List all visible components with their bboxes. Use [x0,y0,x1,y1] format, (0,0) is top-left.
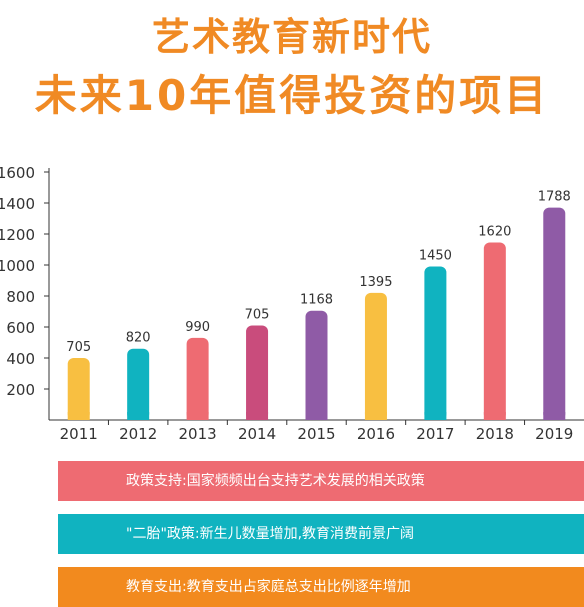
x-tick-label-2018: 2018 [476,425,514,443]
x-tick-label-2019: 2019 [535,425,573,443]
banner-policy-support: 政策支持:国家频频出台支持艺术发展的相关政策 [58,461,584,501]
data-label-2013: 990 [185,320,210,335]
bar-base-2011 [67,412,90,420]
data-label-2012: 820 [126,331,151,346]
x-tick-label-2015: 2015 [297,425,335,443]
x-tick-label-2017: 2017 [416,425,454,443]
data-label-2015: 1168 [300,293,333,308]
banner-education-spending: 教育支出:教育支出占家庭总支出比例逐年增加 [58,567,584,607]
x-tick-label-2014: 2014 [238,425,276,443]
x-tick-label-2011: 2011 [60,425,98,443]
x-tick-label-2012: 2012 [119,425,157,443]
bar-2012 [127,348,150,420]
data-label-2016: 1395 [359,275,392,290]
bar-2013 [186,337,209,420]
x-tick-label-2013: 2013 [179,425,217,443]
y-tick-label: 800 [6,288,35,306]
data-label-2019: 1788 [538,190,571,205]
x-tick-label-2016: 2016 [357,425,395,443]
bar-base-2016 [364,412,387,420]
bar-base-2018 [483,412,506,420]
bar-base-2015 [305,412,328,420]
bar-base-2012 [127,412,150,420]
chart-title-line-2: 未来10年值得投资的项目 [34,71,550,120]
bar-2011 [67,358,90,420]
chart-title-line-1: 艺术教育新时代 [151,15,432,59]
bar-2019 [543,207,566,420]
data-label-2011: 705 [66,340,91,355]
bar-chart: 200 400 600 800 1000 1200 1400 1600 705 2011 820 20… [0,164,584,443]
bar-2014 [246,325,269,420]
bar-base-2019 [543,412,566,420]
y-tick-label: 1600 [0,164,35,182]
y-tick-label: 1400 [0,195,35,213]
data-label-2014: 705 [245,307,270,322]
bar-2017 [424,266,447,420]
y-tick-label: 1200 [0,226,35,244]
banner-second-child-policy: "二胎"政策:新生儿数量增加,教育消费前景广阔 [58,514,584,554]
data-label-2017: 1450 [419,249,452,264]
bar-base-2014 [246,412,269,420]
bar-2015 [305,310,328,420]
bar-base-2013 [186,412,209,420]
y-tick-label: 400 [6,350,35,368]
bar-base-2017 [424,412,447,420]
data-label-2018: 1620 [478,225,511,240]
y-tick-label: 600 [6,319,35,337]
bar-2016 [364,292,387,420]
bar-2018 [483,242,506,420]
y-tick-label: 1000 [0,257,35,275]
y-tick-label: 200 [6,381,35,399]
